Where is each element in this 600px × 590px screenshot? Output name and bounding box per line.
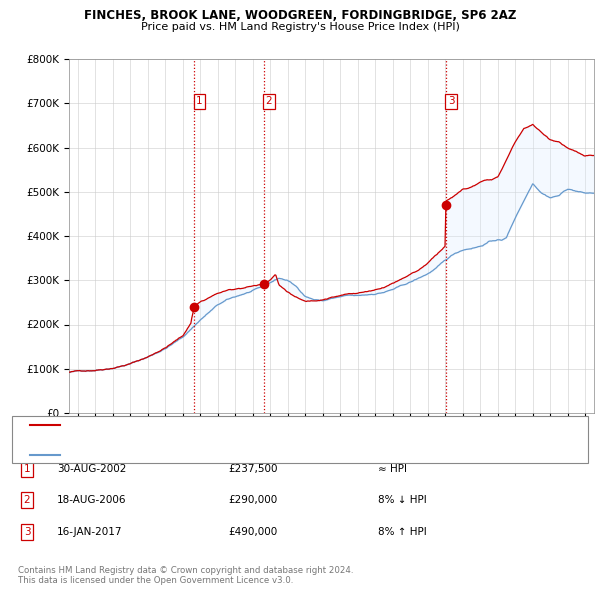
Text: 1: 1 xyxy=(196,97,203,106)
Text: 1: 1 xyxy=(23,464,31,474)
Text: HPI: Average price, detached house, New Forest: HPI: Average price, detached house, New … xyxy=(66,451,301,460)
Text: 16-JAN-2017: 16-JAN-2017 xyxy=(57,527,122,536)
Text: 18-AUG-2006: 18-AUG-2006 xyxy=(57,496,127,505)
Text: 8% ↑ HPI: 8% ↑ HPI xyxy=(378,527,427,536)
Text: £237,500: £237,500 xyxy=(228,464,277,474)
Text: £290,000: £290,000 xyxy=(228,496,277,505)
Text: 8% ↓ HPI: 8% ↓ HPI xyxy=(378,496,427,505)
Text: 2: 2 xyxy=(23,496,31,505)
Text: FINCHES, BROOK LANE, WOODGREEN, FORDINGBRIDGE, SP6 2AZ (detached house): FINCHES, BROOK LANE, WOODGREEN, FORDINGB… xyxy=(66,421,477,430)
Text: 3: 3 xyxy=(448,97,455,106)
Text: ≈ HPI: ≈ HPI xyxy=(378,464,407,474)
Text: Price paid vs. HM Land Registry's House Price Index (HPI): Price paid vs. HM Land Registry's House … xyxy=(140,22,460,32)
Text: 3: 3 xyxy=(23,527,31,536)
Text: £490,000: £490,000 xyxy=(228,527,277,536)
Text: 2: 2 xyxy=(266,97,272,106)
Text: FINCHES, BROOK LANE, WOODGREEN, FORDINGBRIDGE, SP6 2AZ: FINCHES, BROOK LANE, WOODGREEN, FORDINGB… xyxy=(84,9,516,22)
Text: Contains HM Land Registry data © Crown copyright and database right 2024.
This d: Contains HM Land Registry data © Crown c… xyxy=(18,566,353,585)
Text: 30-AUG-2002: 30-AUG-2002 xyxy=(57,464,127,474)
